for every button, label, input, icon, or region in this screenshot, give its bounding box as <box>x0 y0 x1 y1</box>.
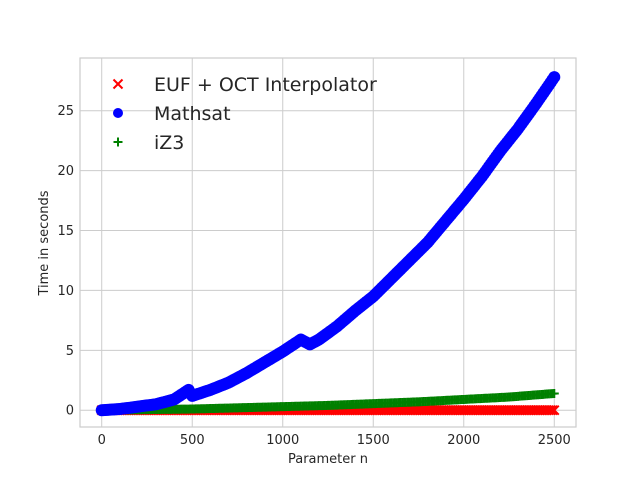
series-2 <box>95 71 561 417</box>
x-tick-label: 1000 <box>266 433 299 448</box>
plot-frame <box>79 57 577 428</box>
data-point <box>549 388 559 398</box>
legend-marker-1 <box>112 78 124 90</box>
y-axis-label: Time in seconds <box>37 190 52 296</box>
x-tick-label: 2000 <box>447 433 480 448</box>
x-tick-label: 500 <box>180 433 205 448</box>
legend: EUF + OCT Interpolator Mathsat iZ3 <box>112 74 377 154</box>
data-marks <box>95 71 561 417</box>
y-tick-label: 10 <box>57 284 74 299</box>
legend-label-1: EUF + OCT Interpolator <box>154 74 377 96</box>
x-tick-label: 2500 <box>538 433 571 448</box>
legend-marker-3 <box>113 137 123 147</box>
legend-label-3: iZ3 <box>154 132 184 154</box>
data-point <box>549 405 560 416</box>
data-point <box>547 405 558 416</box>
y-tick-label: 25 <box>57 104 74 119</box>
x-tick-label: 0 <box>98 433 106 448</box>
tick-labels: 0 500 1000 1500 2000 2500 0 5 10 15 20 25 <box>57 104 570 448</box>
data-point <box>548 71 561 84</box>
legend-marker-2 <box>113 108 123 118</box>
x-tick-label: 1500 <box>357 433 390 448</box>
y-tick-label: 20 <box>57 164 74 179</box>
legend-label-2: Mathsat <box>154 103 231 125</box>
y-tick-label: 0 <box>66 404 74 419</box>
y-tick-label: 5 <box>66 344 74 359</box>
data-point <box>545 405 556 416</box>
y-tick-label: 15 <box>57 224 74 239</box>
x-axis-label: Parameter n <box>288 452 368 467</box>
